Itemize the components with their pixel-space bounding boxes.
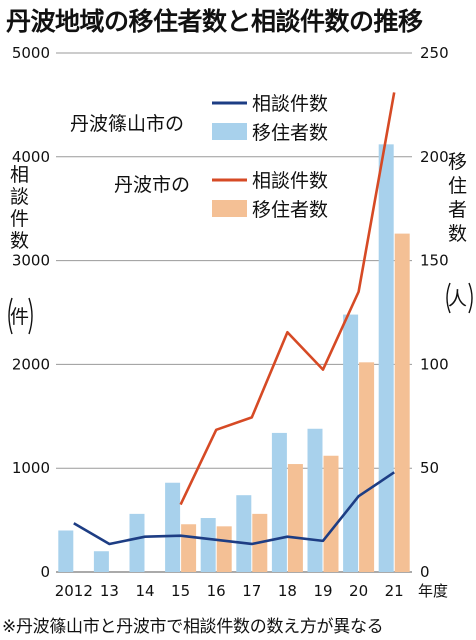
bar bbox=[165, 482, 181, 572]
x-axis-suffix: 年度 bbox=[418, 582, 448, 600]
bar bbox=[93, 551, 109, 572]
left-axis-unit: 件 bbox=[10, 306, 29, 328]
legend-swatch-sasayama-bar bbox=[212, 123, 247, 140]
bar bbox=[216, 526, 232, 572]
right-axis-label-char: 数 bbox=[448, 223, 467, 245]
bar bbox=[378, 144, 394, 572]
left-axis-label-char: 件 bbox=[10, 208, 29, 230]
bar bbox=[271, 432, 287, 572]
right-tick-label: 150 bbox=[420, 252, 449, 270]
bar bbox=[200, 518, 216, 572]
bar bbox=[58, 530, 74, 572]
right-axis-unit: 人 bbox=[448, 288, 467, 310]
bar bbox=[343, 314, 359, 572]
bar bbox=[359, 362, 375, 572]
left-tick-label: 0 bbox=[40, 563, 50, 581]
bar bbox=[181, 524, 197, 572]
x-tick-label: 21 bbox=[385, 582, 404, 600]
x-tick-label: 15 bbox=[171, 582, 190, 600]
series-line bbox=[179, 92, 396, 506]
left-tick-label: 5000 bbox=[12, 44, 50, 62]
x-tick-label: 18 bbox=[278, 582, 297, 600]
bar bbox=[323, 455, 339, 572]
x-tick-label: 16 bbox=[207, 582, 226, 600]
right-tick-label: 100 bbox=[420, 355, 449, 373]
right-axis-label-char: 移 bbox=[448, 151, 467, 173]
legend-label-tamba-bar: 移住者数 bbox=[252, 199, 328, 221]
left-tick-label: 2000 bbox=[12, 355, 50, 373]
x-tick-label: 14 bbox=[135, 582, 154, 600]
bar bbox=[307, 428, 323, 572]
legend-group-sasayama: 丹波篠山市の bbox=[70, 113, 184, 135]
legend-label-sasayama-bar: 移住者数 bbox=[252, 122, 328, 144]
x-tick-label: 2012 bbox=[55, 582, 93, 600]
right-axis-label-char: 住 bbox=[448, 175, 467, 197]
footnote: ※丹波篠山市と丹波市で相談件数の数え方が異なる bbox=[2, 617, 384, 637]
bar bbox=[129, 513, 145, 572]
x-tick-label: 20 bbox=[349, 582, 368, 600]
x-tick-label: 17 bbox=[242, 582, 261, 600]
chart-title: 丹波地域の移住者数と相談件数の推移 bbox=[6, 7, 423, 36]
right-tick-label: 200 bbox=[420, 148, 449, 166]
left-axis-label-char: 数 bbox=[10, 230, 29, 252]
left-axis-label-char: 談 bbox=[10, 186, 29, 208]
left-tick-label: 4000 bbox=[12, 148, 50, 166]
legend-swatch-tamba-bar bbox=[212, 200, 247, 217]
right-axis-label-char: 者 bbox=[448, 199, 467, 221]
right-axis-label: 移 住 者 数 人 bbox=[446, 151, 473, 314]
bar bbox=[394, 233, 410, 572]
legend-label-tamba-line: 相談件数 bbox=[252, 170, 328, 192]
right-tick-label: 0 bbox=[420, 563, 430, 581]
legend-label-sasayama-line: 相談件数 bbox=[252, 93, 328, 115]
legend: 丹波篠山市の 相談件数 移住者数 丹波市の 相談件数 移住者数 bbox=[70, 93, 328, 221]
left-axis-label-char: 相 bbox=[10, 164, 29, 186]
x-tick-label: 13 bbox=[100, 582, 119, 600]
left-axis-label: 相 談 件 数 件 bbox=[8, 164, 33, 335]
right-tick-label: 250 bbox=[420, 44, 449, 62]
left-tick-label: 1000 bbox=[12, 459, 50, 477]
series-line bbox=[73, 471, 395, 546]
x-tick-label: 19 bbox=[313, 582, 332, 600]
right-tick-label: 50 bbox=[420, 459, 439, 477]
left-tick-label: 3000 bbox=[12, 252, 50, 270]
legend-group-tamba: 丹波市の bbox=[114, 174, 190, 196]
bar bbox=[236, 495, 252, 572]
bar bbox=[287, 464, 303, 572]
